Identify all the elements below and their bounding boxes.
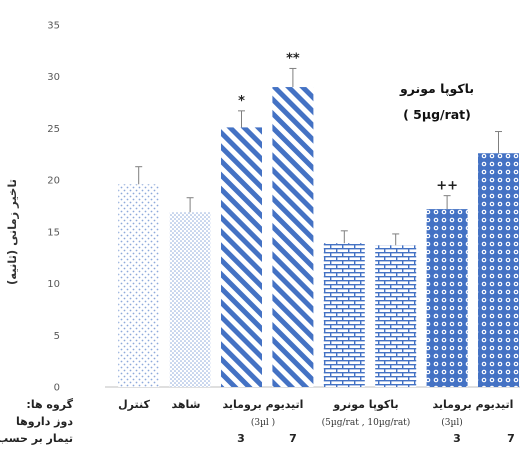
significance-label: ++: [436, 179, 458, 194]
dose-bacopa: (5µg/rat , 10µg/rat): [322, 417, 411, 428]
significance-label: *: [238, 94, 245, 109]
bar: [323, 243, 365, 387]
bar: [118, 184, 160, 387]
x-label-ethidium-2: اتیدیوم بروماید: [433, 398, 514, 411]
bar: [375, 245, 417, 387]
y-tick-label: 5: [54, 331, 60, 342]
x-label-sham: شاهد: [172, 398, 201, 411]
significance-label: **: [286, 51, 300, 66]
row-label-doses: دوز داروها: [16, 415, 73, 428]
inset-annotation-line2: ( 5µg/rat): [403, 107, 471, 122]
inset-annotation-line1: باکوپا مونرو: [399, 81, 474, 96]
bar: [478, 153, 519, 387]
significance-marks: ***++: [238, 51, 458, 193]
x-label-bacopa: باکوپا مونرو: [332, 398, 398, 411]
y-tick-label: 35: [47, 21, 60, 32]
day-3-combo: 3: [453, 432, 461, 445]
day-7-combo: 7: [507, 432, 515, 445]
bar: [169, 212, 211, 387]
error-bars: [135, 67, 502, 246]
day-3-ethidium: 3: [237, 432, 245, 445]
y-tick-label: 15: [47, 227, 60, 238]
y-tick-label: 30: [47, 72, 60, 83]
dose-ethidium: (3µl ): [251, 417, 275, 428]
bar: [272, 87, 314, 388]
bar: [221, 127, 262, 387]
y-axis-label: تاخیر زمانی (ثانیه): [5, 179, 19, 285]
row-label-days: :تیمار بر حسب روز: [0, 432, 73, 445]
y-tick-label: 10: [47, 279, 60, 290]
bar: [426, 209, 468, 387]
y-tick-label: 0: [54, 383, 60, 394]
y-axis-tick-labels: 0 5 10 15 20 25 30 35: [47, 21, 60, 394]
day-7-ethidium: 7: [289, 432, 297, 445]
x-label-ethidium: اتیدیوم بروماید: [223, 398, 304, 411]
dose-ethidium-2: (3µl): [441, 417, 462, 428]
bars: [118, 87, 519, 388]
row-label-groups: :گروه ها: [26, 398, 73, 411]
y-tick-label: 25: [47, 124, 60, 135]
y-tick-label: 20: [47, 176, 60, 187]
x-label-control: کنترل: [118, 398, 150, 411]
